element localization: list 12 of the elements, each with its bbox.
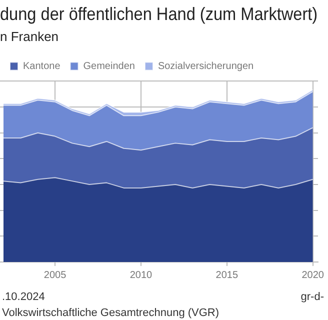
x-tick-label: 2020	[302, 270, 324, 281]
legend-label: Gemeinden	[83, 60, 135, 72]
text: gr-d-	[300, 291, 324, 304]
chart-title: dung der öffentlichen Hand (zum Marktwert)	[0, 3, 318, 24]
x-tick-label: 2015	[216, 270, 238, 281]
text: Volkswirtschaftliche Gesamtrechnung (VGR)	[2, 307, 220, 320]
x-tick-label: 2005	[44, 270, 67, 281]
legend-label: Sozialversicherungen	[158, 60, 254, 72]
x-tick-label: 2010	[130, 270, 153, 281]
legend-label: Kantone	[23, 60, 61, 72]
text: .10.2024	[2, 291, 45, 304]
chart-subtitle: n Franken	[0, 28, 59, 44]
